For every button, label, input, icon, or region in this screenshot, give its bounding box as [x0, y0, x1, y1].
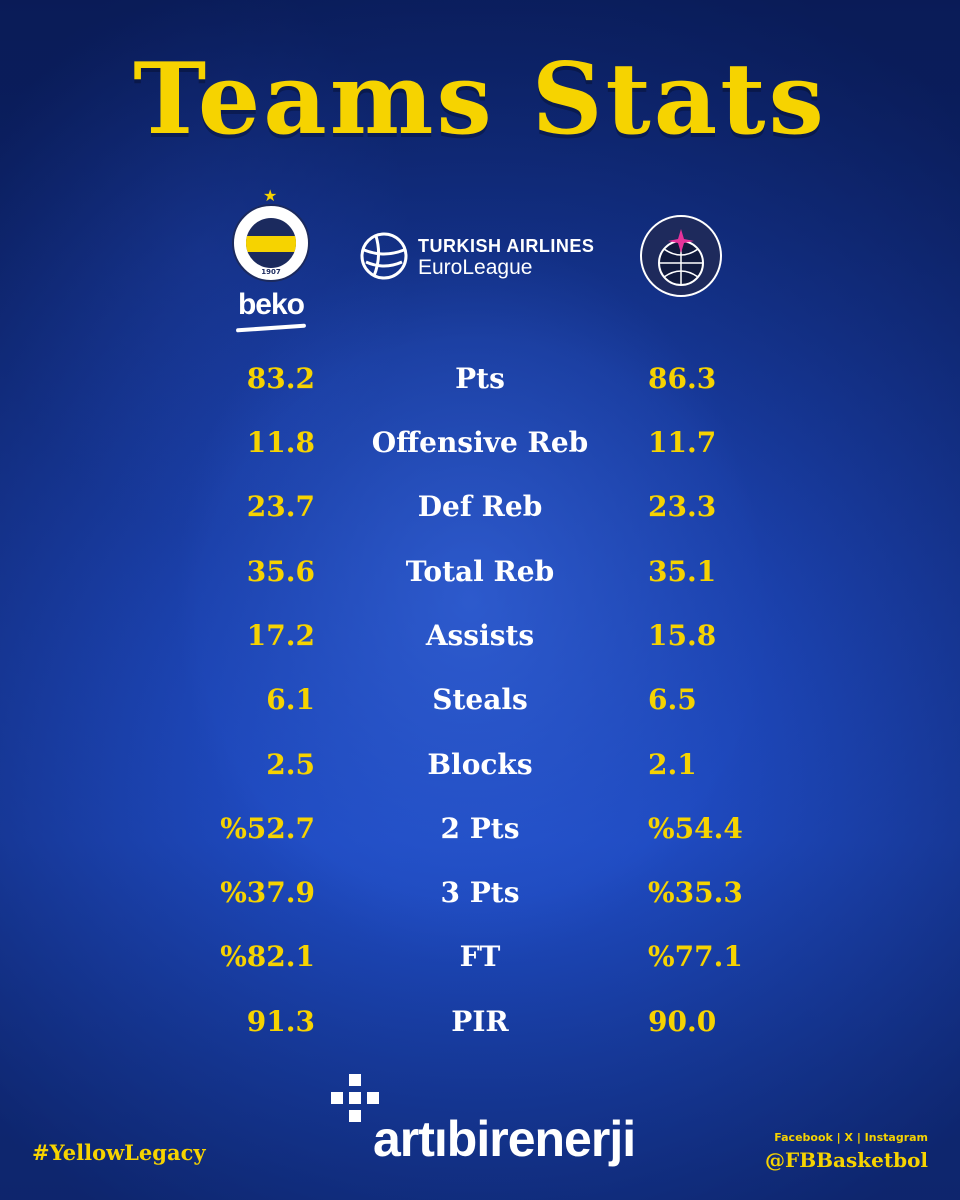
page-title: Teams Stats [133, 42, 827, 157]
stat-row: 2.5 Blocks 2.1 [0, 733, 960, 797]
stat-row: %52.7 2 Pts %54.4 [0, 797, 960, 861]
stat-row: %37.9 3 Pts %35.3 [0, 861, 960, 925]
away-team-logo [640, 215, 722, 297]
stat-label: Pts [455, 362, 505, 395]
hashtag: #YellowLegacy [32, 1140, 206, 1165]
stat-label: PIR [451, 1005, 509, 1038]
stat-row: 83.2 Pts 86.3 [0, 347, 960, 411]
stat-row: %82.1 FT %77.1 [0, 925, 960, 989]
euroleague-logo: TURKISH AIRLINES EuroLeague [360, 230, 610, 286]
stat-row: 11.8 Offensive Reb 11.7 [0, 411, 960, 475]
star-icon: ★ [263, 186, 278, 205]
home-value: 35.6 [246, 555, 315, 588]
away-value: %54.4 [648, 812, 743, 845]
stat-label: Blocks [427, 748, 533, 781]
sponsor-plus-square [367, 1092, 379, 1104]
social-platforms: Facebook | X | Instagram [774, 1131, 928, 1144]
beko-underline [235, 323, 307, 333]
stat-label: Steals [432, 683, 528, 716]
away-value: 11.7 [648, 426, 717, 459]
stat-label: 2 Pts [440, 812, 520, 845]
stat-row: 23.7 Def Reb 23.3 [0, 475, 960, 539]
home-value: 11.8 [246, 426, 315, 459]
stat-row: 17.2 Assists 15.8 [0, 604, 960, 668]
social-handle: @FBBasketbol [765, 1148, 928, 1172]
stat-label: Offensive Reb [371, 426, 589, 459]
home-value: 2.5 [266, 748, 315, 781]
away-value: 6.5 [648, 683, 697, 716]
stat-label: Assists [425, 619, 535, 652]
stat-row: 6.1 Steals 6.5 [0, 668, 960, 732]
sponsor-plus-square [349, 1092, 361, 1104]
away-value: 2.1 [648, 748, 697, 781]
away-value: 86.3 [648, 362, 717, 395]
away-value: %35.3 [648, 876, 743, 909]
sponsor-logo: artıbirenerji [325, 1070, 645, 1180]
fenerbahce-crest: 1907 [232, 204, 310, 282]
away-value: 23.3 [648, 490, 717, 523]
away-value: 90.0 [648, 1005, 717, 1038]
home-team-logo: ★ 1907 beko [228, 188, 314, 338]
stat-row: 91.3 PIR 90.0 [0, 990, 960, 1054]
sponsor-wordmark: artıbirenerji [373, 1111, 636, 1167]
home-value: %52.7 [220, 812, 315, 845]
stat-row: 35.6 Total Reb 35.1 [0, 540, 960, 604]
home-value: 6.1 [266, 683, 315, 716]
stat-label: 3 Pts [440, 876, 520, 909]
beko-wordmark: beko [237, 288, 305, 321]
home-value: %37.9 [220, 876, 315, 909]
stat-label: Def Reb [417, 490, 543, 523]
away-value: %77.1 [648, 940, 743, 973]
sponsor-plus-square [349, 1110, 361, 1122]
crest-center [246, 218, 296, 268]
away-value: 15.8 [648, 619, 717, 652]
home-value: %82.1 [220, 940, 315, 973]
euroleague-line1: TURKISH AIRLINES [418, 236, 595, 256]
euroleague-line2: EuroLeague [418, 256, 533, 279]
euroleague-ball-icon [360, 232, 408, 280]
home-value: 83.2 [246, 362, 315, 395]
stat-label: Total Reb [405, 555, 555, 588]
sponsor-plus-icon [349, 1074, 361, 1086]
crest-year: 1907 [261, 268, 281, 276]
home-value: 17.2 [246, 619, 315, 652]
sponsor-plus-square [331, 1092, 343, 1104]
stat-label: FT [459, 940, 501, 973]
home-value: 23.7 [246, 490, 315, 523]
away-value: 35.1 [648, 555, 717, 588]
home-value: 91.3 [246, 1005, 315, 1038]
